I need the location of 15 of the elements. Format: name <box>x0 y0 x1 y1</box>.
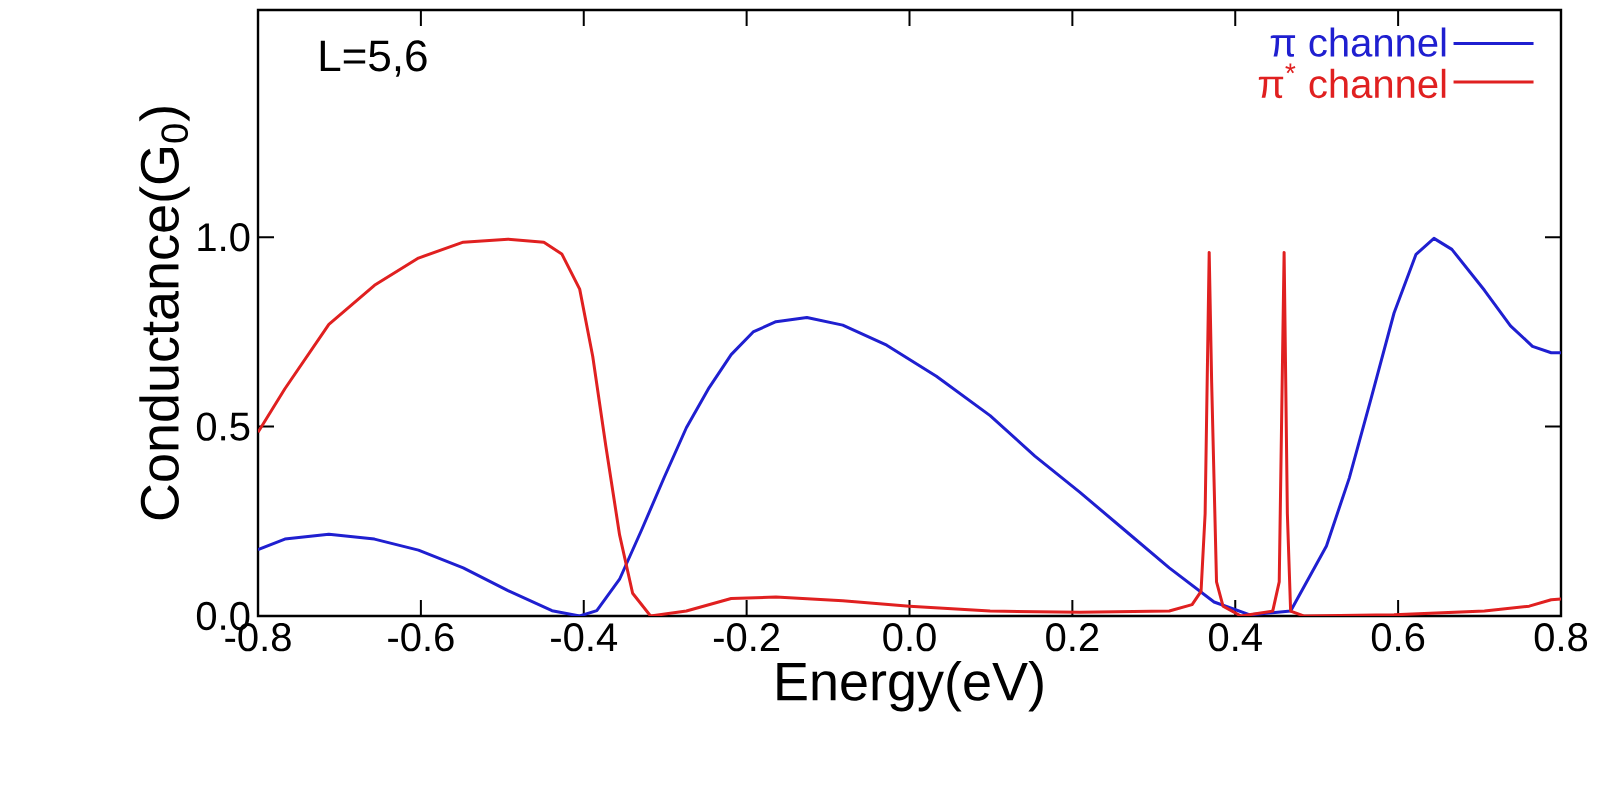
annotation: L=5,6 <box>320 40 427 77</box>
x-tick-label: 0.0 <box>883 623 936 652</box>
legend-label: π$^{*}$ channel <box>1258 63 1446 99</box>
y-tick-label: 0.5 <box>196 412 250 441</box>
x-tick-label: 0.8 <box>1534 623 1588 652</box>
x-tick-label: -0.4 <box>551 623 618 652</box>
legend-label: π channel <box>1270 27 1446 57</box>
y-axis-title: Conductance(G$_{0}$) <box>139 107 190 520</box>
x-tick-label: -0.2 <box>713 623 780 652</box>
x-tick-label: 0.6 <box>1371 623 1425 652</box>
x-axis-title: Energy(eV) <box>777 661 1043 712</box>
x-tick-label: -0.6 <box>388 623 454 652</box>
y-tick-label: 1.0 <box>198 223 250 252</box>
x-tick-label: 0.2 <box>1046 623 1099 652</box>
x-tick-label: 0.4 <box>1209 623 1262 652</box>
